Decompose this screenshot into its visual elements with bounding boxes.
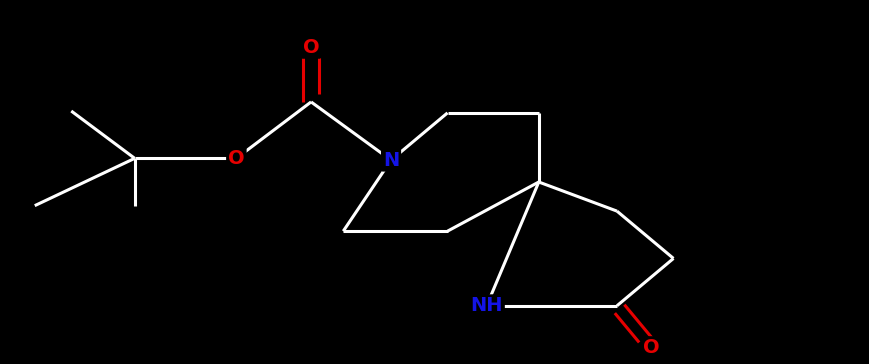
Text: O: O bbox=[228, 149, 245, 168]
Text: O: O bbox=[643, 338, 660, 357]
Text: NH: NH bbox=[470, 296, 503, 315]
Text: N: N bbox=[383, 151, 399, 170]
Text: O: O bbox=[302, 38, 320, 57]
